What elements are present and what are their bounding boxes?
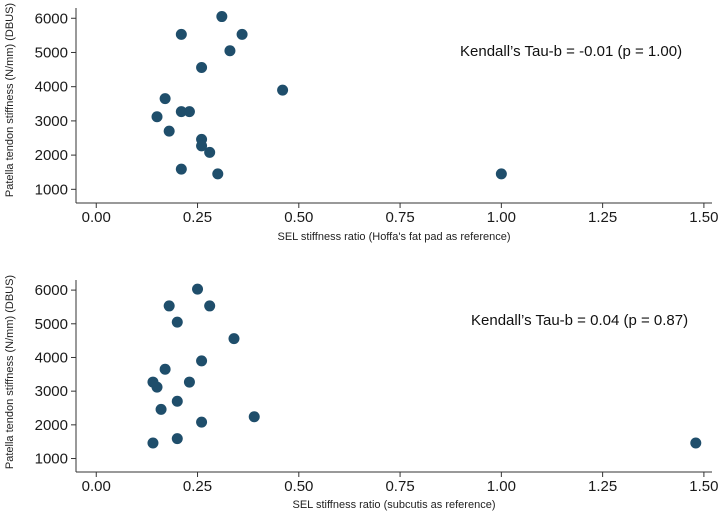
- data-point-top: [175, 28, 187, 40]
- data-point-bottom: [163, 300, 175, 312]
- data-point-top: [175, 106, 187, 118]
- data-point-bottom: [171, 316, 183, 328]
- y-axis-label-bottom: Patella tendon stiffness (N/mm) (DBUS): [4, 275, 16, 469]
- x-tick-label: 1.00: [487, 478, 516, 495]
- y-tick-label: 1000: [35, 181, 68, 198]
- y-tick-label: 3000: [35, 383, 68, 400]
- x-tick-label: 0.75: [385, 478, 414, 495]
- x-axis-label-bottom: SEL stiffness ratio (subcutis as referen…: [293, 499, 496, 511]
- data-point-bottom: [192, 283, 204, 295]
- y-tick-label: 5000: [35, 44, 68, 61]
- y-tick-label: 4000: [35, 349, 68, 366]
- data-point-bottom: [159, 363, 171, 375]
- chart-panel-top: Patella tendon stiffness (N/mm) (DBUS) 1…: [4, 3, 718, 243]
- x-tick-label: 1.50: [689, 209, 718, 226]
- data-point-bottom: [196, 416, 208, 428]
- x-tick-label: 1.25: [588, 478, 617, 495]
- data-point-bottom: [183, 376, 195, 388]
- data-point-top: [204, 146, 216, 158]
- y-tick-label: 1000: [35, 451, 68, 468]
- y-tick-label: 2000: [35, 147, 68, 164]
- x-tick-label: 1.50: [689, 478, 718, 495]
- data-point-bottom: [155, 403, 167, 415]
- data-point-bottom: [248, 411, 260, 423]
- data-point-top: [236, 28, 248, 40]
- data-point-bottom: [228, 333, 240, 345]
- y-ticks-bottom: 1000 2000 3000 4000 5000 6000: [35, 282, 76, 468]
- y-axis-label-top: Patella tendon stiffness (N/mm) (DBUS): [4, 3, 16, 197]
- chart-panel-bottom: Patella tendon stiffness (N/mm) (DBUS) 1…: [4, 275, 718, 511]
- data-point-top: [175, 163, 187, 175]
- data-point-top: [183, 106, 195, 118]
- y-tick-label: 4000: [35, 79, 68, 96]
- data-point-bottom: [171, 433, 183, 445]
- x-tick-label: 0.75: [385, 209, 414, 226]
- x-tick-label: 0.50: [284, 478, 313, 495]
- data-point-bottom: [171, 395, 183, 407]
- data-point-bottom: [151, 381, 163, 393]
- x-tick-label: 1.00: [487, 209, 516, 226]
- x-tick-label: 1.25: [588, 209, 617, 226]
- data-point-top: [495, 168, 507, 180]
- y-tick-label: 6000: [35, 282, 68, 299]
- kendall-annotation-top: Kendall’s Tau-b = -0.01 (p = 1.00): [460, 43, 682, 60]
- data-point-top: [163, 125, 175, 137]
- x-tick-label: 0.25: [183, 209, 212, 226]
- data-point-bottom: [196, 355, 208, 367]
- x-tick-label: 0.25: [183, 478, 212, 495]
- data-point-top: [196, 140, 208, 152]
- data-point-top: [216, 11, 228, 23]
- data-point-bottom: [690, 437, 702, 449]
- data-points-bottom: [147, 283, 702, 449]
- y-tick-label: 5000: [35, 316, 68, 333]
- x-axis-label-top: SEL stiffness ratio (Hoffa's fat pad as …: [277, 231, 510, 243]
- data-point-top: [277, 84, 289, 96]
- x-tick-label: 0.00: [82, 209, 111, 226]
- y-tick-label: 3000: [35, 113, 68, 130]
- data-point-top: [224, 45, 236, 57]
- data-point-top: [151, 111, 163, 123]
- data-points-top: [151, 11, 507, 180]
- data-point-bottom: [204, 300, 216, 312]
- kendall-annotation-bottom: Kendall’s Tau-b = 0.04 (p = 0.87): [471, 312, 688, 329]
- x-tick-label: 0.00: [82, 478, 111, 495]
- y-ticks-top: 1000 2000 3000 4000 5000 6000: [35, 10, 76, 198]
- x-ticks-bottom: 0.00 0.25 0.50 0.75 1.00 1.25 1.50: [82, 472, 718, 495]
- x-tick-label: 0.50: [284, 209, 313, 226]
- y-tick-label: 2000: [35, 417, 68, 434]
- x-ticks-top: 0.00 0.25 0.50 0.75 1.00 1.25 1.50: [82, 203, 718, 226]
- data-point-top: [212, 168, 224, 180]
- data-point-top: [196, 62, 208, 74]
- data-point-top: [159, 93, 171, 105]
- data-point-bottom: [147, 437, 159, 449]
- y-tick-label: 6000: [35, 10, 68, 27]
